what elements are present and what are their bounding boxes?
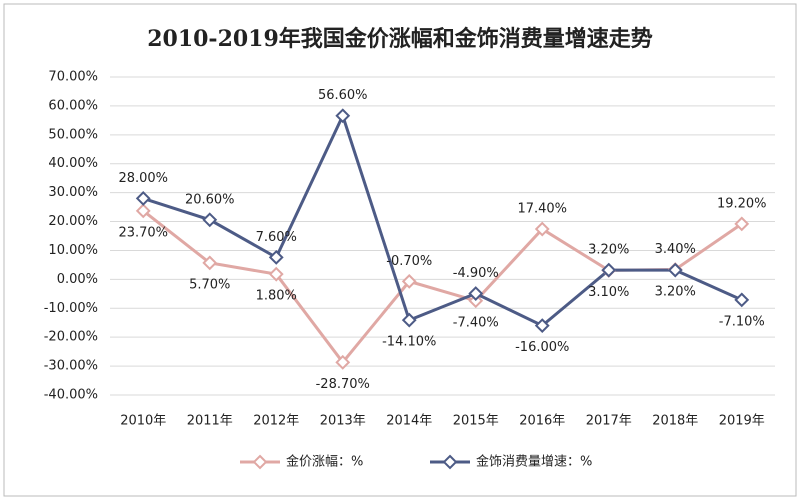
data-label: 5.70% [189,277,230,292]
x-tick-label: 2018年 [652,414,698,429]
x-tick-label: 2015年 [453,414,499,429]
data-label: -7.40% [453,315,499,330]
data-point [135,191,151,206]
y-tick-label: 70.00% [48,70,98,85]
data-point [268,266,284,282]
x-tick-label: 2011年 [187,414,233,429]
data-label: -28.70% [316,377,370,392]
data-point [534,318,550,334]
data-point [534,221,550,237]
data-label: 1.80% [256,289,297,304]
data-point [667,262,683,278]
data-label: 20.60% [185,192,235,207]
data-point [401,273,417,289]
data-point [734,216,750,232]
data-label: 3.20% [588,243,629,258]
x-tick-label: 2014年 [386,414,432,429]
series-line [142,111,743,328]
data-label: 3.20% [655,285,696,300]
data-label: -16.00% [515,340,569,355]
data-label: -14.10% [382,335,436,350]
legend-label: 金价涨幅：% [286,454,363,470]
y-tick-label: 20.00% [48,214,98,229]
data-label: 19.20% [717,196,767,211]
legend-marker [442,454,458,470]
data-point [601,262,617,278]
x-tick-label: 2019年 [719,414,765,429]
data-label: -7.10% [719,314,765,329]
y-tick-label: -10.00% [44,301,98,316]
x-tick-label: 2012年 [253,414,299,429]
data-label: 3.40% [655,242,696,257]
legend-marker [252,454,268,470]
y-tick-label: 60.00% [48,98,98,113]
data-label: 56.60% [318,88,368,103]
data-label: 28.00% [118,171,168,186]
data-label: 23.70% [118,225,168,240]
x-tick-label: 2010年 [120,414,166,429]
y-tick-label: 0.00% [57,272,98,287]
y-tick-label: 40.00% [48,156,98,171]
data-point [468,286,484,301]
data-point [401,312,417,328]
data-point [734,292,750,308]
data-label: -4.90% [453,266,499,281]
x-tick-label: 2017年 [586,414,632,429]
y-tick-label: 10.00% [48,243,98,258]
legend-label: 金饰消费量增速：% [476,454,592,470]
data-label: 3.10% [588,285,629,300]
y-tick-label: -20.00% [44,330,98,345]
data-label: 7.60% [256,230,297,245]
y-tick-label: 30.00% [48,185,98,200]
data-point [202,255,218,271]
data-point [202,212,218,228]
chart-title: 2010-2019年我国金价涨幅和金饰消费量增速走势 [147,26,653,52]
data-point [335,108,351,124]
x-tick-label: 2016年 [519,414,565,429]
data-point [135,203,151,219]
y-tick-label: 50.00% [48,127,98,142]
data-point [335,354,351,370]
x-tick-label: 2013年 [320,414,366,429]
data-point [268,249,284,265]
y-tick-label: -40.00% [44,388,98,403]
y-tick-label: -30.00% [44,359,98,374]
data-label: -0.70% [386,254,432,269]
data-label: 17.40% [517,202,567,217]
